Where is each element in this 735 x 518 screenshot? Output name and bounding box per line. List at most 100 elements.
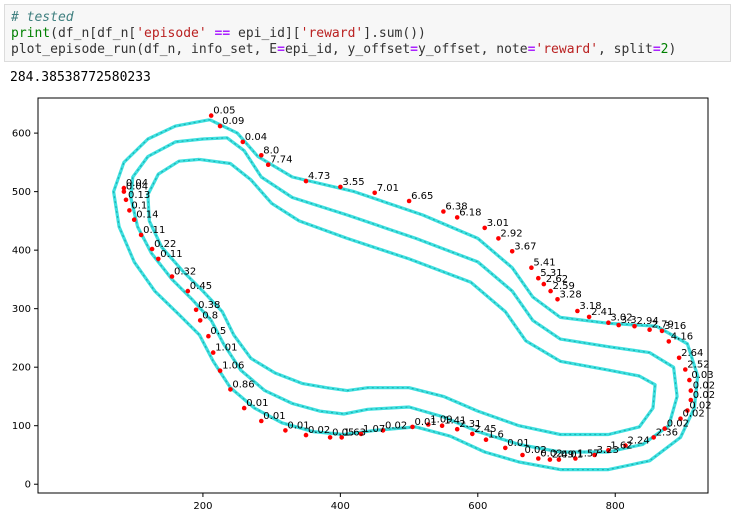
reward-label: 0.5 <box>210 326 226 337</box>
code-line-2: print(df_n[df_n['episode' == epi_id]['re… <box>11 26 426 42</box>
reward-point <box>410 424 415 430</box>
reward-point <box>616 322 621 328</box>
reward-point <box>647 327 652 332</box>
reward-point <box>259 153 264 158</box>
reward-label: 0.11 <box>160 249 182 260</box>
reward-point <box>454 215 460 220</box>
code-token: , split <box>598 42 653 57</box>
reward-label: 3.55 <box>342 177 364 188</box>
reward-label: 2.59 <box>553 281 575 292</box>
code-token: print <box>11 26 51 41</box>
code-string: 'episode' <box>136 26 207 41</box>
reward-point <box>265 162 271 167</box>
reward-point <box>327 435 333 440</box>
code-operator: = <box>277 42 285 57</box>
reward-label: 3.16 <box>664 321 686 332</box>
reward-label: 2.31 <box>459 419 481 430</box>
reward-point <box>138 232 144 238</box>
reward-point <box>439 423 445 429</box>
reward-point <box>687 377 692 383</box>
reward-point <box>606 448 611 453</box>
reward-label: 6.65 <box>411 191 433 202</box>
reward-point <box>380 428 386 433</box>
reward-label: 3.28 <box>560 289 582 300</box>
reward-point <box>483 437 489 443</box>
reward-point <box>688 397 694 403</box>
track-center-dots <box>130 137 678 453</box>
x-tick-label: 200 <box>193 501 212 512</box>
reward-point <box>441 209 446 214</box>
reward-label: 1.57 <box>577 449 599 460</box>
x-tick-label: 800 <box>606 501 625 512</box>
reward-point <box>520 452 525 458</box>
reward-label: 0.04 <box>126 182 148 193</box>
reward-point <box>123 197 129 203</box>
reward-point <box>592 452 597 458</box>
reward-point <box>206 333 211 339</box>
reward-label: 0.03 <box>691 370 713 381</box>
reward-label: 1.09 <box>430 415 452 426</box>
code-line-3: plot_episode_run(df_n, info_set, E=epi_i… <box>11 42 676 58</box>
reward-label: 0.01 <box>287 420 309 431</box>
reward-point <box>372 190 378 196</box>
reward-point <box>470 431 475 437</box>
code-line-1: # tested <box>11 10 74 26</box>
reward-label: 0.02 <box>683 409 705 420</box>
reward-label: 5.31 <box>540 268 562 279</box>
reward-label: 1.62 <box>610 440 632 451</box>
reward-label: 0.02 <box>385 420 407 431</box>
reward-label: 0.02 <box>540 449 562 460</box>
reward-label: 0.45 <box>190 281 212 292</box>
reward-label: 0.11 <box>143 225 165 236</box>
reward-point <box>651 435 656 440</box>
reward-point <box>156 256 161 262</box>
reward-label: 0.01 <box>507 438 529 449</box>
reward-label: 3.01 <box>487 218 509 229</box>
reward-point <box>303 432 309 438</box>
reward-label: 0.13 <box>128 190 150 201</box>
points-layer: 0.050.090.048.07.744.733.557.016.656.386… <box>121 106 715 462</box>
plot-background <box>37 97 709 494</box>
reward-point <box>454 426 460 432</box>
code-operator: = <box>527 42 536 57</box>
reward-label: 2.45 <box>474 424 496 435</box>
reward-point <box>240 139 246 145</box>
reward-point <box>121 185 127 191</box>
reward-point <box>193 307 199 313</box>
track-outer-dots <box>112 119 699 471</box>
reward-point <box>426 422 431 427</box>
y-tick-label: 400 <box>12 246 31 257</box>
reward-label: 2.64 <box>681 348 703 359</box>
reward-label: 1.63 <box>344 427 366 438</box>
code-token: y_offset, note <box>418 42 528 57</box>
reward-label: 0.04 <box>126 178 148 189</box>
reward-label: 2.41 <box>591 307 613 318</box>
reward-point <box>606 320 611 325</box>
reward-label: 0.8 <box>202 310 218 321</box>
reward-label: 0.01 <box>263 411 285 422</box>
episode-plot: 0.050.090.048.07.744.733.557.016.656.386… <box>12 97 715 512</box>
reward-label: 3.18 <box>579 301 601 312</box>
reward-label: 0.02 <box>525 445 547 456</box>
reward-label: 1.01 <box>215 343 237 354</box>
axes-layer: 200 400 600 800 0 100 200 300 400 500 600 <box>12 129 625 512</box>
reward-point <box>547 457 553 462</box>
reward-point <box>548 288 553 294</box>
track-layer <box>112 118 700 472</box>
y-tick-label: 0 <box>25 480 31 491</box>
reward-point <box>623 443 628 448</box>
track-inner-dots <box>147 158 656 436</box>
reward-point <box>573 456 578 461</box>
reward-point <box>339 435 345 440</box>
code-operator: = <box>652 42 661 57</box>
code-operator: == <box>206 26 238 41</box>
y-tick-label: 300 <box>12 304 31 315</box>
reward-point <box>303 178 309 184</box>
reward-label: 0.05 <box>332 427 354 438</box>
code-cell[interactable]: # tested print(df_n[df_n['episode' == ep… <box>4 4 731 62</box>
reward-label: 6.18 <box>459 207 481 218</box>
reward-point <box>659 328 665 334</box>
reward-label: 2.24 <box>628 436 650 447</box>
reward-label: 0.32 <box>174 267 196 278</box>
reward-label: 0.1 <box>131 200 147 211</box>
